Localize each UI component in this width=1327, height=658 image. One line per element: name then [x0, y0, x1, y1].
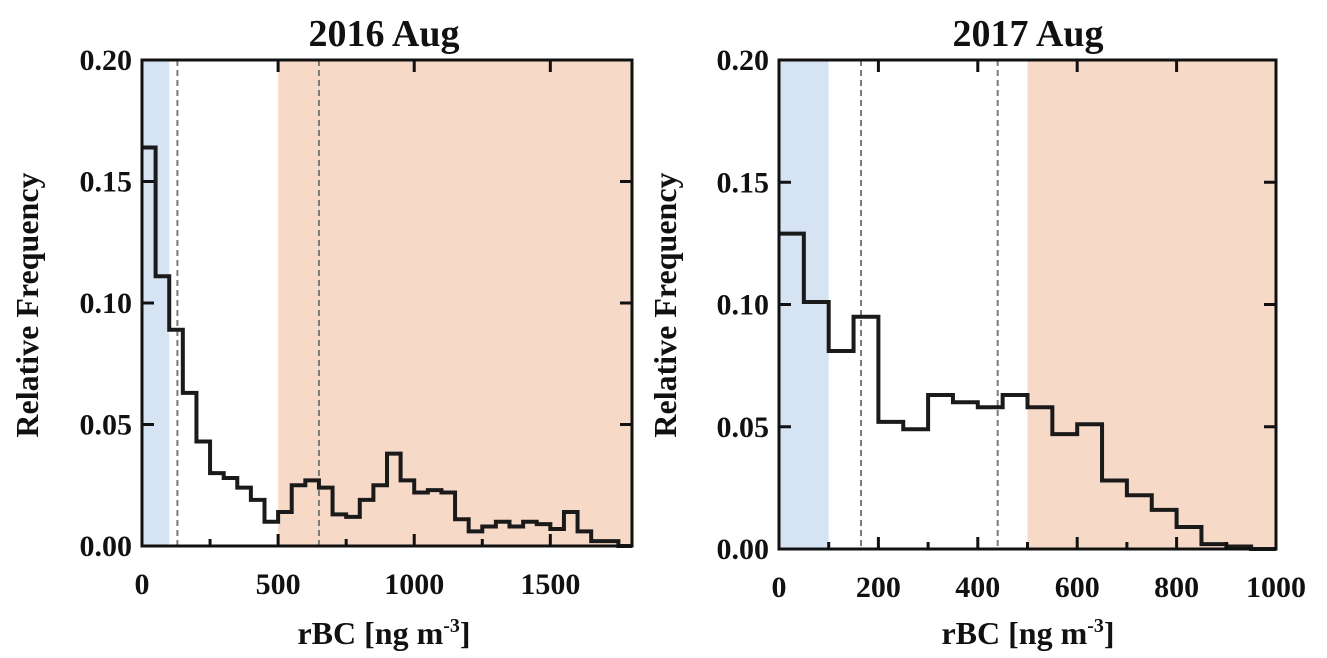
y-tick-label: 0.20	[80, 44, 133, 77]
x-tick-label: 1000	[384, 568, 444, 601]
x-tick-label: 1000	[1246, 571, 1306, 604]
y-tick-label: 0.20	[717, 44, 770, 77]
x-axis-label: rBC [ng m-3]	[297, 615, 470, 651]
y-axis-ticks: 0.00 0.05 0.10 0.15 0.20	[717, 44, 1276, 566]
x-axis-label: rBC [ng m-3]	[941, 615, 1114, 651]
shaded-region-1	[278, 60, 632, 546]
x-tick-label: 600	[1055, 571, 1100, 604]
x-tick-label: 0	[135, 568, 150, 601]
chart-panel-2017: 2017 Aug 0 200 400 600 800 1000 0.000.050.100…	[647, 13, 1306, 651]
x-axis-ticks: 0 200 400 600 800 1000	[772, 60, 1306, 604]
y-tick-label: 0.10	[80, 287, 133, 320]
chart-panel-2016: 2016 Aug 0 500 1000 1500 0.000.050.100.150.…	[9, 13, 634, 651]
reference-lines	[860, 60, 999, 549]
chart-title: 2016 Aug	[309, 13, 460, 55]
shaded-region-1	[1027, 60, 1276, 549]
x-tick-label: 500	[256, 568, 301, 601]
y-tick-label: 0.00	[80, 530, 133, 563]
y-tick-label: 0.15	[717, 166, 770, 199]
y-tick-label: 0.05	[717, 411, 770, 444]
histogram-line	[142, 145, 632, 548]
y-tick-label: 0.15	[80, 166, 133, 199]
y-axis-label: Relative Frequency	[9, 172, 45, 437]
x-tick-label: 1500	[520, 568, 580, 601]
x-tick-label: 400	[955, 571, 1000, 604]
x-tick-label: 0	[772, 571, 787, 604]
x-tick-label: 800	[1154, 571, 1199, 604]
shaded-regions	[779, 60, 1276, 549]
x-tick-label: 200	[856, 571, 901, 604]
x-axis-ticks: 0 500 1000 1500	[135, 60, 580, 601]
shaded-regions	[142, 60, 632, 546]
y-tick-label: 0.05	[80, 409, 133, 442]
y-axis-label: Relative Frequency	[647, 172, 683, 437]
y-tick-label: 0.10	[717, 289, 770, 322]
histogram-line	[779, 231, 1276, 551]
y-tick-label: 0.00	[717, 533, 770, 566]
reference-lines	[176, 60, 320, 546]
chart-title: 2017 Aug	[953, 13, 1104, 55]
y-axis-ticks: 0.00 0.05 0.10 0.15 0.20	[80, 44, 632, 563]
